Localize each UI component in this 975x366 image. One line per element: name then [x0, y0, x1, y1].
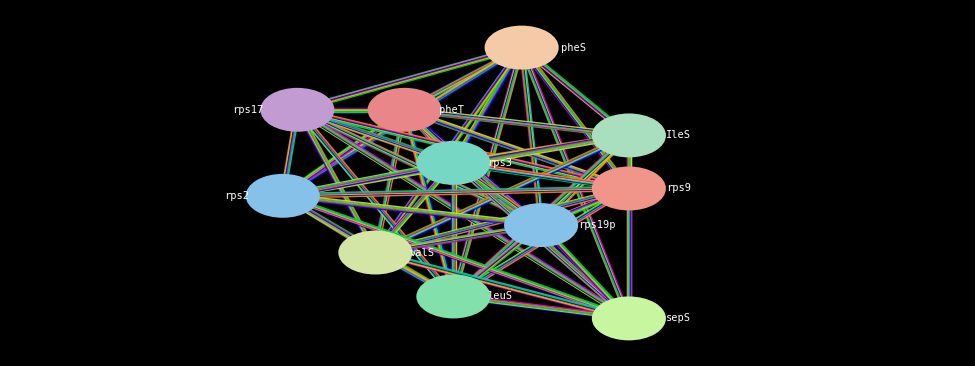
Ellipse shape: [592, 167, 666, 210]
Text: rps19p: rps19p: [578, 220, 615, 230]
Text: rps9: rps9: [666, 183, 691, 194]
Ellipse shape: [338, 231, 412, 274]
Text: pheS: pheS: [561, 42, 586, 53]
Ellipse shape: [246, 174, 320, 218]
Text: rps2: rps2: [223, 191, 249, 201]
Text: sepS: sepS: [666, 313, 691, 324]
Ellipse shape: [416, 274, 490, 318]
Text: rps3: rps3: [488, 158, 513, 168]
Ellipse shape: [592, 296, 666, 340]
Ellipse shape: [485, 26, 559, 70]
Ellipse shape: [504, 203, 578, 247]
Ellipse shape: [260, 88, 334, 132]
Ellipse shape: [416, 141, 490, 185]
Text: leuS: leuS: [488, 291, 513, 302]
Text: pheT: pheT: [439, 105, 464, 115]
Text: IleS: IleS: [666, 130, 691, 141]
Text: valS: valS: [410, 247, 435, 258]
Ellipse shape: [368, 88, 442, 132]
Ellipse shape: [592, 113, 666, 157]
Text: rps17: rps17: [232, 105, 263, 115]
